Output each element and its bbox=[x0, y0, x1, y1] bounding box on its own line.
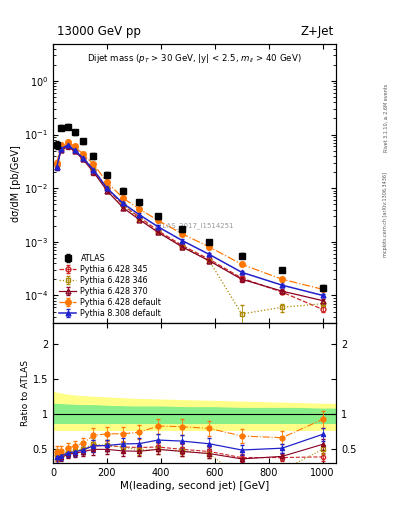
Text: Rivet 3.1.10, ≥ 2.6M events: Rivet 3.1.10, ≥ 2.6M events bbox=[383, 83, 388, 152]
Text: Z+Jet: Z+Jet bbox=[300, 26, 333, 38]
Y-axis label: dσ/dM [pb/GeV]: dσ/dM [pb/GeV] bbox=[11, 145, 21, 222]
X-axis label: M(leading, second jet) [GeV]: M(leading, second jet) [GeV] bbox=[120, 481, 269, 491]
Text: ATLAS_2017_I1514251: ATLAS_2017_I1514251 bbox=[155, 222, 234, 229]
Y-axis label: Ratio to ATLAS: Ratio to ATLAS bbox=[21, 360, 30, 426]
Text: Dijet mass ($p_T$ > 30 GeV, |y| < 2.5, $m_{ll}$ > 40 GeV): Dijet mass ($p_T$ > 30 GeV, |y| < 2.5, $… bbox=[87, 52, 302, 65]
Legend: ATLAS, Pythia 6.428 345, Pythia 6.428 346, Pythia 6.428 370, Pythia 6.428 defaul: ATLAS, Pythia 6.428 345, Pythia 6.428 34… bbox=[57, 252, 163, 319]
Text: 13000 GeV pp: 13000 GeV pp bbox=[57, 26, 141, 38]
Text: mcplots.cern.ch [arXiv:1306.3436]: mcplots.cern.ch [arXiv:1306.3436] bbox=[383, 173, 388, 258]
